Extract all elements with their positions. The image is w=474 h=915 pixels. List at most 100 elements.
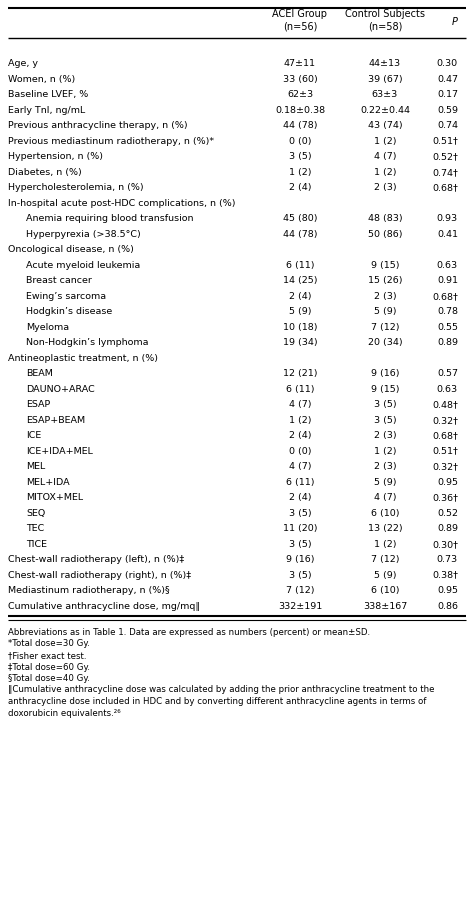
- Text: 2 (4): 2 (4): [289, 292, 311, 301]
- Text: 0.78: 0.78: [437, 307, 458, 317]
- Text: 3 (5): 3 (5): [289, 152, 311, 161]
- Text: 0.22±0.44: 0.22±0.44: [360, 106, 410, 114]
- Text: 0.86: 0.86: [437, 602, 458, 610]
- Text: 9 (16): 9 (16): [371, 370, 399, 378]
- Text: ACEI Group
(n=56): ACEI Group (n=56): [273, 9, 328, 31]
- Text: 1 (2): 1 (2): [374, 167, 396, 177]
- Text: doxorubicin equivalents.²⁶: doxorubicin equivalents.²⁶: [8, 708, 120, 717]
- Text: 0 (0): 0 (0): [289, 136, 311, 145]
- Text: 1 (2): 1 (2): [374, 136, 396, 145]
- Text: anthracycline dose included in HDC and by converting different anthracycline age: anthracycline dose included in HDC and b…: [8, 697, 427, 706]
- Text: 62±3: 62±3: [287, 91, 313, 99]
- Text: 10 (18): 10 (18): [283, 323, 317, 332]
- Text: 0.55: 0.55: [437, 323, 458, 332]
- Text: 7 (12): 7 (12): [286, 587, 314, 596]
- Text: 33 (60): 33 (60): [283, 75, 318, 84]
- Text: DAUNO+ARAC: DAUNO+ARAC: [26, 384, 95, 393]
- Text: 39 (67): 39 (67): [368, 75, 402, 84]
- Text: Cumulative anthracycline dose, mg/mq‖: Cumulative anthracycline dose, mg/mq‖: [8, 602, 200, 610]
- Text: Previous mediastinum radiotherapy, n (%)*: Previous mediastinum radiotherapy, n (%)…: [8, 136, 214, 145]
- Text: 2 (4): 2 (4): [289, 493, 311, 502]
- Text: 0.47: 0.47: [437, 75, 458, 84]
- Text: 0.48†: 0.48†: [432, 400, 458, 409]
- Text: 5 (9): 5 (9): [374, 478, 396, 487]
- Text: ESAP: ESAP: [26, 400, 50, 409]
- Text: 5 (9): 5 (9): [374, 307, 396, 317]
- Text: Baseline LVEF, %: Baseline LVEF, %: [8, 91, 88, 99]
- Text: 0.17: 0.17: [437, 91, 458, 99]
- Text: 2 (4): 2 (4): [289, 183, 311, 192]
- Text: 4 (7): 4 (7): [289, 462, 311, 471]
- Text: 44 (78): 44 (78): [283, 122, 317, 130]
- Text: 9 (16): 9 (16): [286, 555, 314, 565]
- Text: 0.52: 0.52: [437, 509, 458, 518]
- Text: 332±191: 332±191: [278, 602, 322, 610]
- Text: ‡Total dose=60 Gy.: ‡Total dose=60 Gy.: [8, 662, 90, 672]
- Text: 11 (20): 11 (20): [283, 524, 317, 533]
- Text: 0.30: 0.30: [437, 59, 458, 69]
- Text: 1 (2): 1 (2): [289, 415, 311, 425]
- Text: 0.73: 0.73: [437, 555, 458, 565]
- Text: 1 (2): 1 (2): [374, 540, 396, 549]
- Text: 14 (25): 14 (25): [283, 276, 317, 285]
- Text: Acute myeloid leukemia: Acute myeloid leukemia: [26, 261, 140, 270]
- Text: 0.89: 0.89: [437, 339, 458, 348]
- Text: 0.41: 0.41: [437, 230, 458, 239]
- Text: *Total dose=30 Gy.: *Total dose=30 Gy.: [8, 640, 90, 649]
- Text: ICE: ICE: [26, 431, 41, 440]
- Text: Hodgkin’s disease: Hodgkin’s disease: [26, 307, 112, 317]
- Text: 0 (0): 0 (0): [289, 447, 311, 456]
- Text: 5 (9): 5 (9): [374, 571, 396, 580]
- Text: 2 (3): 2 (3): [374, 183, 396, 192]
- Text: 0.38†: 0.38†: [432, 571, 458, 580]
- Text: BEAM: BEAM: [26, 370, 53, 378]
- Text: Women, n (%): Women, n (%): [8, 75, 75, 84]
- Text: SEQ: SEQ: [26, 509, 45, 518]
- Text: 0.63: 0.63: [437, 261, 458, 270]
- Text: §Total dose=40 Gy.: §Total dose=40 Gy.: [8, 674, 90, 683]
- Text: 0.68†: 0.68†: [432, 431, 458, 440]
- Text: †Fisher exact test.: †Fisher exact test.: [8, 651, 86, 660]
- Text: 6 (11): 6 (11): [286, 261, 314, 270]
- Text: 0.30†: 0.30†: [432, 540, 458, 549]
- Text: 0.59: 0.59: [437, 106, 458, 114]
- Text: MITOX+MEL: MITOX+MEL: [26, 493, 83, 502]
- Text: 0.52†: 0.52†: [432, 152, 458, 161]
- Text: P: P: [452, 17, 458, 27]
- Text: 0.89: 0.89: [437, 524, 458, 533]
- Text: 1 (2): 1 (2): [289, 167, 311, 177]
- Text: 7 (12): 7 (12): [371, 323, 399, 332]
- Text: 0.18±0.38: 0.18±0.38: [275, 106, 325, 114]
- Text: 6 (11): 6 (11): [286, 384, 314, 393]
- Text: Hyperpyrexia (>38.5°C): Hyperpyrexia (>38.5°C): [26, 230, 141, 239]
- Text: 1 (2): 1 (2): [374, 447, 396, 456]
- Text: ESAP+BEAM: ESAP+BEAM: [26, 415, 85, 425]
- Text: TICE: TICE: [26, 540, 47, 549]
- Text: 12 (21): 12 (21): [283, 370, 317, 378]
- Text: 2 (3): 2 (3): [374, 292, 396, 301]
- Text: ICE+IDA+MEL: ICE+IDA+MEL: [26, 447, 93, 456]
- Text: 44 (78): 44 (78): [283, 230, 317, 239]
- Text: 3 (5): 3 (5): [374, 400, 396, 409]
- Text: 50 (86): 50 (86): [368, 230, 402, 239]
- Text: 0.74†: 0.74†: [432, 167, 458, 177]
- Text: Non-Hodgkin’s lymphoma: Non-Hodgkin’s lymphoma: [26, 339, 148, 348]
- Text: 6 (10): 6 (10): [371, 509, 399, 518]
- Text: 338±167: 338±167: [363, 602, 407, 610]
- Text: Previous anthracycline therapy, n (%): Previous anthracycline therapy, n (%): [8, 122, 188, 130]
- Text: 3 (5): 3 (5): [289, 540, 311, 549]
- Text: Oncological disease, n (%): Oncological disease, n (%): [8, 245, 134, 254]
- Text: 0.68†: 0.68†: [432, 183, 458, 192]
- Text: 0.68†: 0.68†: [432, 292, 458, 301]
- Text: 44±13: 44±13: [369, 59, 401, 69]
- Text: 3 (5): 3 (5): [289, 571, 311, 580]
- Text: 3 (5): 3 (5): [289, 509, 311, 518]
- Text: Chest-wall radiotherapy (right), n (%)‡: Chest-wall radiotherapy (right), n (%)‡: [8, 571, 191, 580]
- Text: 0.32†: 0.32†: [432, 462, 458, 471]
- Text: 0.36†: 0.36†: [432, 493, 458, 502]
- Text: ‖Cumulative anthracycline dose was calculated by adding the prior anthracycline : ‖Cumulative anthracycline dose was calcu…: [8, 685, 435, 694]
- Text: 63±3: 63±3: [372, 91, 398, 99]
- Text: 0.51†: 0.51†: [432, 136, 458, 145]
- Text: Early TnI, ng/mL: Early TnI, ng/mL: [8, 106, 85, 114]
- Text: 0.95: 0.95: [437, 478, 458, 487]
